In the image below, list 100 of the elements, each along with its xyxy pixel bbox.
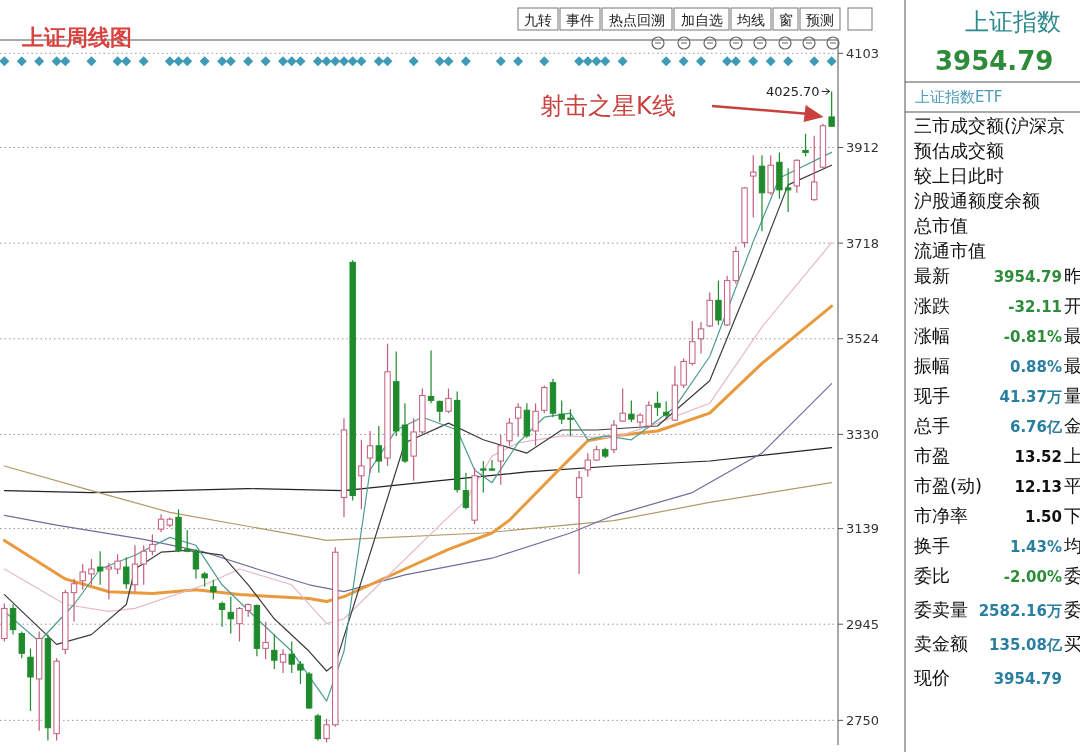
line-series	[3, 242, 833, 625]
candlestick	[218, 600, 226, 628]
candlestick	[358, 439, 365, 510]
candlestick	[288, 640, 295, 674]
category-label: 现手	[914, 385, 950, 406]
candlestick	[149, 533, 156, 556]
category-label: 现价	[914, 667, 950, 688]
candlestick	[541, 385, 548, 414]
category-label: 三市成交额(沪深京	[914, 115, 1066, 136]
text: 3954.79	[935, 46, 1054, 76]
candlestick	[715, 279, 722, 326]
line-series	[3, 383, 833, 593]
category-label: 沪股通额度余额	[914, 190, 1040, 211]
annotation: 射击之星K线	[540, 92, 676, 120]
text: 上证指数	[965, 8, 1061, 36]
category-label: 市净率	[914, 505, 968, 526]
text: 2582.16万	[978, 602, 1062, 620]
category-label: 总手	[913, 415, 950, 436]
candlestick	[262, 621, 269, 660]
candlestick	[123, 556, 130, 590]
candlestick	[802, 133, 809, 157]
y-tick-label: 3524	[846, 331, 880, 347]
category-label: 最新	[914, 265, 950, 286]
line-series	[3, 465, 833, 541]
text: 上证指数ETF	[915, 88, 1003, 106]
candlestick	[828, 90, 835, 127]
candlestick	[227, 596, 234, 635]
candlestick	[575, 470, 583, 575]
text: 0.88%	[1009, 358, 1062, 376]
text: 3954.79	[993, 268, 1062, 286]
candlestick	[497, 434, 504, 486]
text: -2.00%	[1003, 568, 1062, 586]
candlestick	[680, 357, 687, 389]
candlestick	[9, 603, 17, 636]
annotation: 4025.70	[765, 84, 820, 100]
candlestick	[375, 425, 383, 474]
category-label: 振幅	[914, 355, 950, 376]
category-label: 流通市值	[914, 240, 986, 261]
category-label: 涨跌	[914, 295, 950, 316]
candlestick	[323, 718, 330, 744]
category-label: 委比	[914, 565, 950, 586]
candlestick	[279, 648, 287, 674]
candlestick	[27, 647, 34, 712]
category-label: 涨幅	[914, 325, 950, 346]
text: 加自选	[680, 12, 723, 28]
category-label: 较上日此时	[914, 165, 1004, 186]
category-label: 均	[1064, 535, 1080, 556]
text: 1.43%	[1009, 538, 1062, 556]
candlestick	[236, 606, 243, 643]
text: 13.52	[1014, 448, 1062, 466]
candlestick	[314, 713, 322, 742]
candlestick	[445, 387, 452, 414]
category-label: 换手	[914, 535, 950, 556]
candlestick	[192, 548, 200, 580]
candlestick	[79, 563, 86, 591]
text: 135.08亿	[989, 636, 1062, 654]
candlestick	[131, 544, 139, 593]
text: 6.76亿	[1009, 418, 1062, 436]
candlestick	[619, 387, 626, 423]
candlestick	[532, 402, 539, 447]
chart-title: 上证周线图	[21, 25, 132, 50]
text: -0.81%	[1003, 328, 1062, 346]
candlestick	[567, 408, 574, 437]
y-tick-label: 4103	[846, 45, 880, 61]
candlestick	[488, 459, 496, 472]
candlestick	[506, 417, 513, 447]
category-label: 总市值	[913, 215, 968, 236]
text: 事件	[566, 12, 594, 28]
category-label: 预估成交额	[914, 140, 1004, 161]
candlestick	[70, 578, 78, 623]
candlestick	[811, 135, 818, 202]
text: -32.11	[1008, 298, 1062, 316]
candlestick	[654, 390, 661, 417]
candlestick	[271, 633, 278, 670]
candlestick	[105, 562, 113, 601]
candlestick	[750, 154, 757, 219]
candlestick	[584, 452, 592, 478]
candlestick	[784, 167, 792, 213]
candlestick	[114, 553, 121, 575]
candlestick	[366, 430, 374, 474]
text: 窗	[778, 12, 793, 28]
candlestick	[689, 320, 696, 366]
candlestick	[462, 472, 470, 510]
category-label: 市盈(动)	[914, 475, 983, 496]
y-tick-label: 3718	[846, 235, 880, 251]
candlestick	[18, 631, 25, 659]
candlestick	[210, 579, 217, 601]
candlestick	[558, 399, 565, 425]
category-label: 委卖量	[914, 599, 968, 620]
y-tick-label: 2750	[846, 712, 880, 728]
text: 3954.79	[993, 670, 1062, 688]
category-label: 市盈	[914, 445, 950, 466]
text: 热点回溯	[609, 12, 665, 28]
candlestick	[628, 399, 635, 423]
candlestick	[480, 460, 487, 494]
candlestick	[140, 544, 147, 586]
text: 九转	[524, 12, 552, 28]
candlestick	[96, 550, 104, 586]
candlestick	[697, 321, 705, 355]
y-tick-label: 3912	[846, 139, 880, 155]
